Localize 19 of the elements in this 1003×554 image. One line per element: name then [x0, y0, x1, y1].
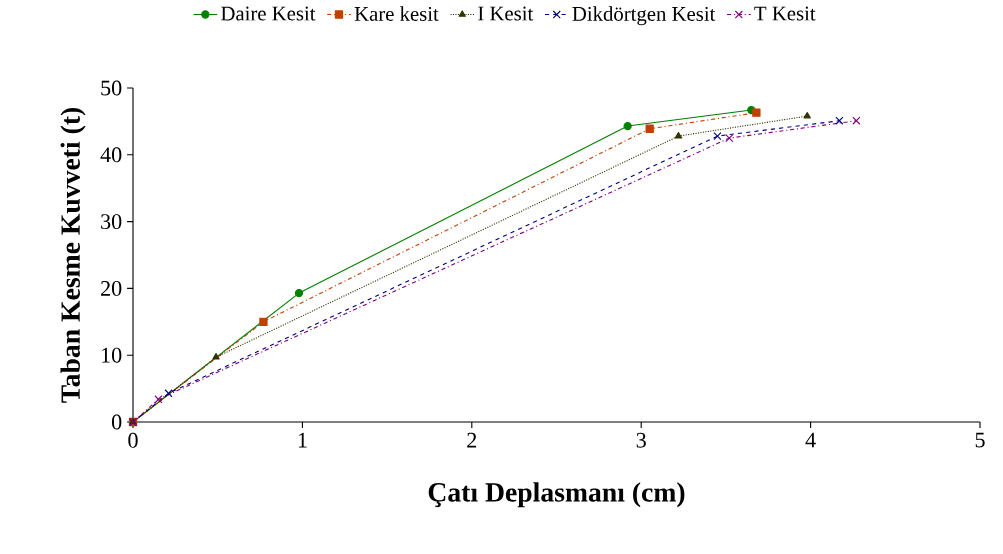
legend-label: T Kesit — [754, 6, 816, 21]
x-tick-label: 5 — [975, 432, 985, 448]
x-tick-label: 4 — [805, 432, 816, 448]
legend-label: Daire Kesit — [221, 6, 316, 21]
y-tick-label: 40 — [100, 147, 122, 163]
legend-label: I Kesit — [478, 6, 534, 21]
legend-label: Kare kesit — [354, 6, 439, 21]
x-tick-label: 1 — [298, 432, 307, 448]
x-tick-label: 0 — [128, 432, 138, 448]
y-tick-label: 30 — [101, 214, 122, 230]
y-tick-label: 50 — [101, 80, 122, 96]
y-tick-label: 20 — [101, 280, 122, 296]
x-axis-title: Çatı Deplasmanı (cm) — [428, 482, 685, 508]
x-tick-label: 3 — [636, 432, 646, 448]
y-axis-title: Taban Kesme Kuvveti (t) — [60, 107, 86, 403]
y-tick-label: 0 — [111, 414, 122, 430]
y-tick-label: 10 — [102, 347, 122, 363]
x-tick-label: 2 — [467, 432, 477, 448]
legend-label: Dikdörtgen Kesit — [572, 6, 716, 26]
